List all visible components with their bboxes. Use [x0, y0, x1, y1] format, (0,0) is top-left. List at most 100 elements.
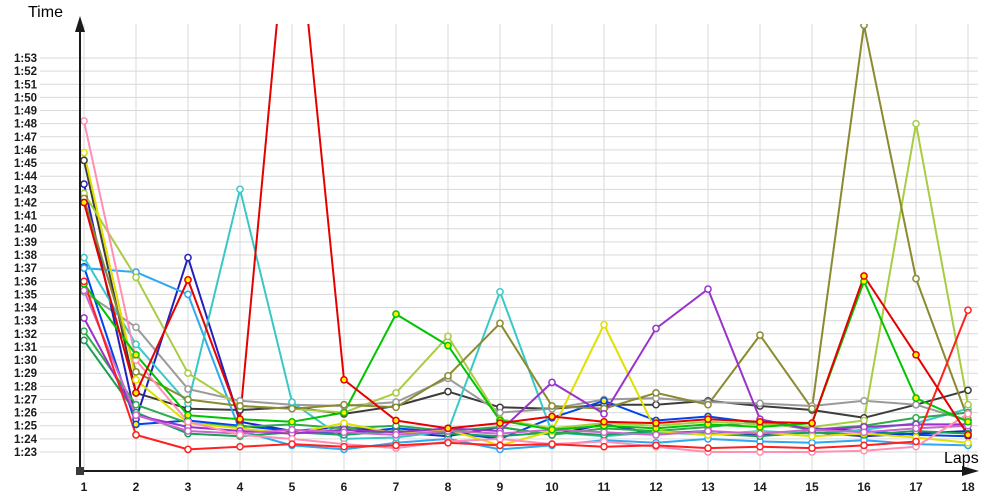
axis-arrows — [75, 16, 979, 476]
data-point — [808, 432, 816, 441]
data-point — [600, 320, 608, 329]
data-point — [652, 441, 660, 450]
data-point — [912, 119, 920, 128]
data-point — [964, 386, 972, 395]
data-point — [132, 400, 140, 409]
data-point — [340, 419, 348, 427]
data-point — [860, 396, 868, 405]
data-point — [860, 441, 868, 450]
data-point — [288, 425, 296, 434]
series-markers-medium-green — [80, 327, 972, 439]
data-point — [444, 332, 452, 341]
data-point — [132, 389, 140, 397]
data-point — [912, 400, 920, 409]
data-point — [184, 253, 192, 262]
data-point — [548, 412, 556, 421]
data-point — [912, 350, 920, 359]
data-point — [860, 416, 868, 425]
data-point — [444, 371, 452, 380]
x-tick-label: 7 — [393, 480, 400, 494]
data-point — [548, 440, 556, 448]
series-line-olive — [83, 24, 969, 420]
y-tick-label: 1:34 — [14, 303, 38, 315]
data-point — [80, 264, 88, 272]
data-point — [392, 441, 400, 450]
data-point — [132, 350, 140, 359]
series-line-yellow — [83, 152, 969, 447]
data-point — [652, 419, 660, 427]
data-point — [184, 369, 192, 378]
series-markers-red — [80, 198, 972, 439]
data-point — [340, 375, 348, 384]
data-point — [704, 427, 712, 435]
y-tick-label: 1:37 — [14, 263, 37, 275]
data-point — [184, 445, 192, 454]
data-point — [808, 444, 816, 452]
y-tick-label: 1:42 — [14, 197, 37, 209]
series-markers-olive — [80, 24, 972, 424]
data-point — [288, 398, 296, 406]
data-point — [964, 431, 972, 439]
data-point — [392, 431, 400, 439]
y-axis-title: Time — [28, 4, 63, 21]
x-tick-label: 10 — [545, 480, 559, 494]
data-point — [132, 431, 140, 439]
data-point — [652, 400, 660, 409]
data-point — [132, 273, 140, 282]
data-point — [964, 438, 972, 447]
data-point — [860, 272, 868, 280]
y-tick-label: 1:39 — [14, 237, 37, 249]
data-point — [496, 287, 504, 296]
series-markers-light-green — [80, 119, 972, 433]
data-point — [80, 314, 88, 322]
data-point — [600, 428, 608, 437]
axis-origin-marker — [76, 467, 84, 475]
data-point — [912, 413, 920, 422]
series-line-scarlet — [83, 280, 969, 451]
data-point — [548, 378, 556, 387]
x-tick-label: 4 — [237, 480, 244, 494]
x-tick-label: 15 — [805, 480, 819, 494]
y-tick-label: 1:32 — [14, 329, 37, 341]
data-point — [184, 385, 192, 393]
data-point — [912, 394, 920, 402]
data-point — [496, 435, 504, 443]
data-point — [496, 319, 504, 328]
data-point — [288, 404, 296, 413]
series-line-pink — [83, 120, 969, 453]
data-point — [964, 400, 972, 409]
data-point — [236, 185, 244, 194]
data-point — [80, 336, 88, 345]
x-axis-arrow-icon — [962, 466, 979, 476]
x-tick-label: 16 — [857, 480, 871, 494]
data-point — [548, 402, 556, 410]
data-point — [704, 285, 712, 293]
data-point — [652, 431, 660, 439]
series-markers-black — [80, 156, 972, 422]
y-tick-label: 1:25 — [14, 421, 38, 433]
data-point — [340, 442, 348, 451]
x-tick-label: 8 — [445, 480, 452, 494]
x-tick-label: 5 — [289, 480, 296, 494]
data-point — [80, 156, 88, 165]
data-point — [912, 274, 920, 283]
y-tick-label: 1:33 — [14, 316, 37, 328]
x-tick-label: 2 — [133, 480, 140, 494]
y-tick-label: 1:23 — [14, 447, 37, 459]
y-tick-label: 1:46 — [14, 145, 37, 157]
data-point — [756, 442, 764, 451]
data-point — [392, 389, 400, 397]
data-point — [132, 323, 140, 332]
x-tick-label: 9 — [497, 480, 504, 494]
data-point — [964, 410, 972, 418]
series-line-navy-blue — [83, 183, 969, 438]
data-point — [652, 324, 660, 333]
series-line-sky-blue — [83, 267, 969, 451]
x-tick-label: 12 — [649, 480, 663, 494]
series-lines — [80, 24, 972, 456]
y-tick-label: 1:40 — [14, 224, 37, 236]
y-tick-label: 1:43 — [14, 184, 37, 196]
data-point — [80, 148, 88, 157]
data-point — [132, 411, 140, 420]
data-point — [808, 425, 816, 434]
